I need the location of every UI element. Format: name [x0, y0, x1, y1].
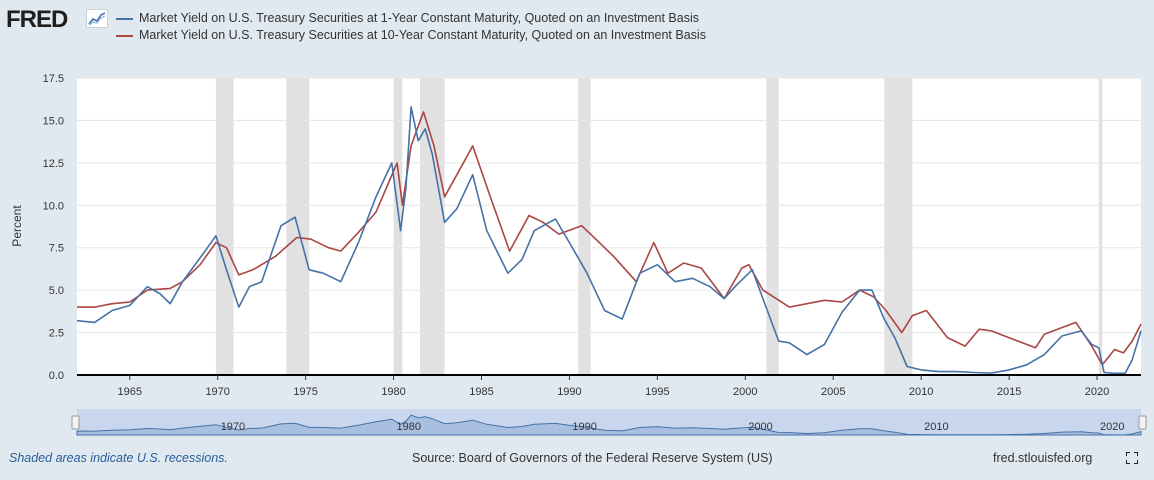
y-tick-label: 15.0	[43, 115, 64, 127]
fullscreen-icon[interactable]	[1126, 452, 1138, 464]
navigator-tick-label: 2020	[1100, 421, 1124, 433]
chart-legend: Market Yield on U.S. Treasury Securities…	[116, 10, 706, 44]
navigator-tick-label: 1980	[397, 421, 421, 433]
gridlines	[77, 77, 1141, 334]
x-tick-label: 1995	[645, 386, 669, 398]
plot-area	[77, 78, 1141, 375]
y-axis-title: Percent	[10, 205, 24, 247]
legend-item-10-year[interactable]: Market Yield on U.S. Treasury Securities…	[116, 27, 706, 44]
fred-graph-icon	[86, 9, 108, 28]
navigator-right-handle[interactable]	[1138, 415, 1147, 430]
y-tick-label: 12.5	[43, 158, 64, 170]
x-tick-label: 2005	[821, 386, 845, 398]
x-tick-label: 2010	[909, 386, 933, 398]
y-tick-label: 2.5	[49, 328, 64, 340]
series-line-1-year[interactable]	[76, 106, 1142, 375]
legend-label-1-year: Market Yield on U.S. Treasury Securities…	[139, 11, 699, 25]
navigator-series: 1970 1980 1990 2000 2010 2020	[76, 414, 1142, 436]
y-tick-label: 10.0	[43, 200, 64, 212]
recession-band-7	[1098, 78, 1103, 375]
x-tick-label: 1970	[205, 386, 229, 398]
navigator-left-handle[interactable]	[71, 415, 80, 430]
x-tick-label: 1975	[293, 386, 317, 398]
navigator-tick-label: 1990	[572, 421, 596, 433]
axes: 0.0 2.5 5.0 7.5 10.0 12.5 15.0 17.5 1965 1970 1975…	[43, 73, 1141, 398]
legend-swatch-10-year	[116, 34, 133, 37]
source-note: Source: Board of Governors of the Federa…	[412, 451, 773, 465]
x-tick-label: 1980	[381, 386, 405, 398]
series-line-10-year[interactable]	[77, 111, 1142, 366]
series-lines	[76, 106, 1142, 375]
navigator-area	[76, 414, 1142, 436]
x-tick-label: 2000	[733, 386, 757, 398]
navigator-tick-label: 2010	[924, 421, 948, 433]
legend-swatch-1-year	[116, 17, 133, 20]
y-tick-label: 0.0	[49, 370, 64, 382]
navigator-tick-label: 1970	[221, 421, 245, 433]
recession-band-2	[393, 78, 403, 375]
x-tick-label: 2015	[997, 386, 1021, 398]
recession-band-3	[419, 78, 445, 375]
y-tick-label: 5.0	[49, 285, 64, 297]
site-link[interactable]: fred.stlouisfed.org	[993, 451, 1093, 465]
x-tick-label: 2020	[1085, 386, 1109, 398]
recession-band-6	[884, 78, 913, 375]
yield-chart: 0.0 2.5 5.0 7.5 10.0 12.5 15.0 17.5 1965 1970 1975…	[10, 73, 1147, 436]
fred-logo[interactable]: FRED	[6, 6, 68, 33]
legend-item-1-year[interactable]: Market Yield on U.S. Treasury Securities…	[116, 10, 706, 27]
y-tick-label: 7.5	[49, 243, 64, 255]
x-tick-label: 1990	[557, 386, 581, 398]
recession-band-4	[578, 78, 591, 375]
x-tick-label: 1985	[469, 386, 493, 398]
y-tick-label: 17.5	[43, 73, 64, 85]
x-tick-label: 1965	[118, 386, 142, 398]
recession-band-5	[766, 78, 779, 375]
recession-band-0	[215, 78, 234, 375]
navigator-tick-label: 2000	[748, 421, 772, 433]
recession-note: Shaded areas indicate U.S. recessions.	[9, 451, 228, 465]
legend-label-10-year: Market Yield on U.S. Treasury Securities…	[139, 28, 706, 42]
